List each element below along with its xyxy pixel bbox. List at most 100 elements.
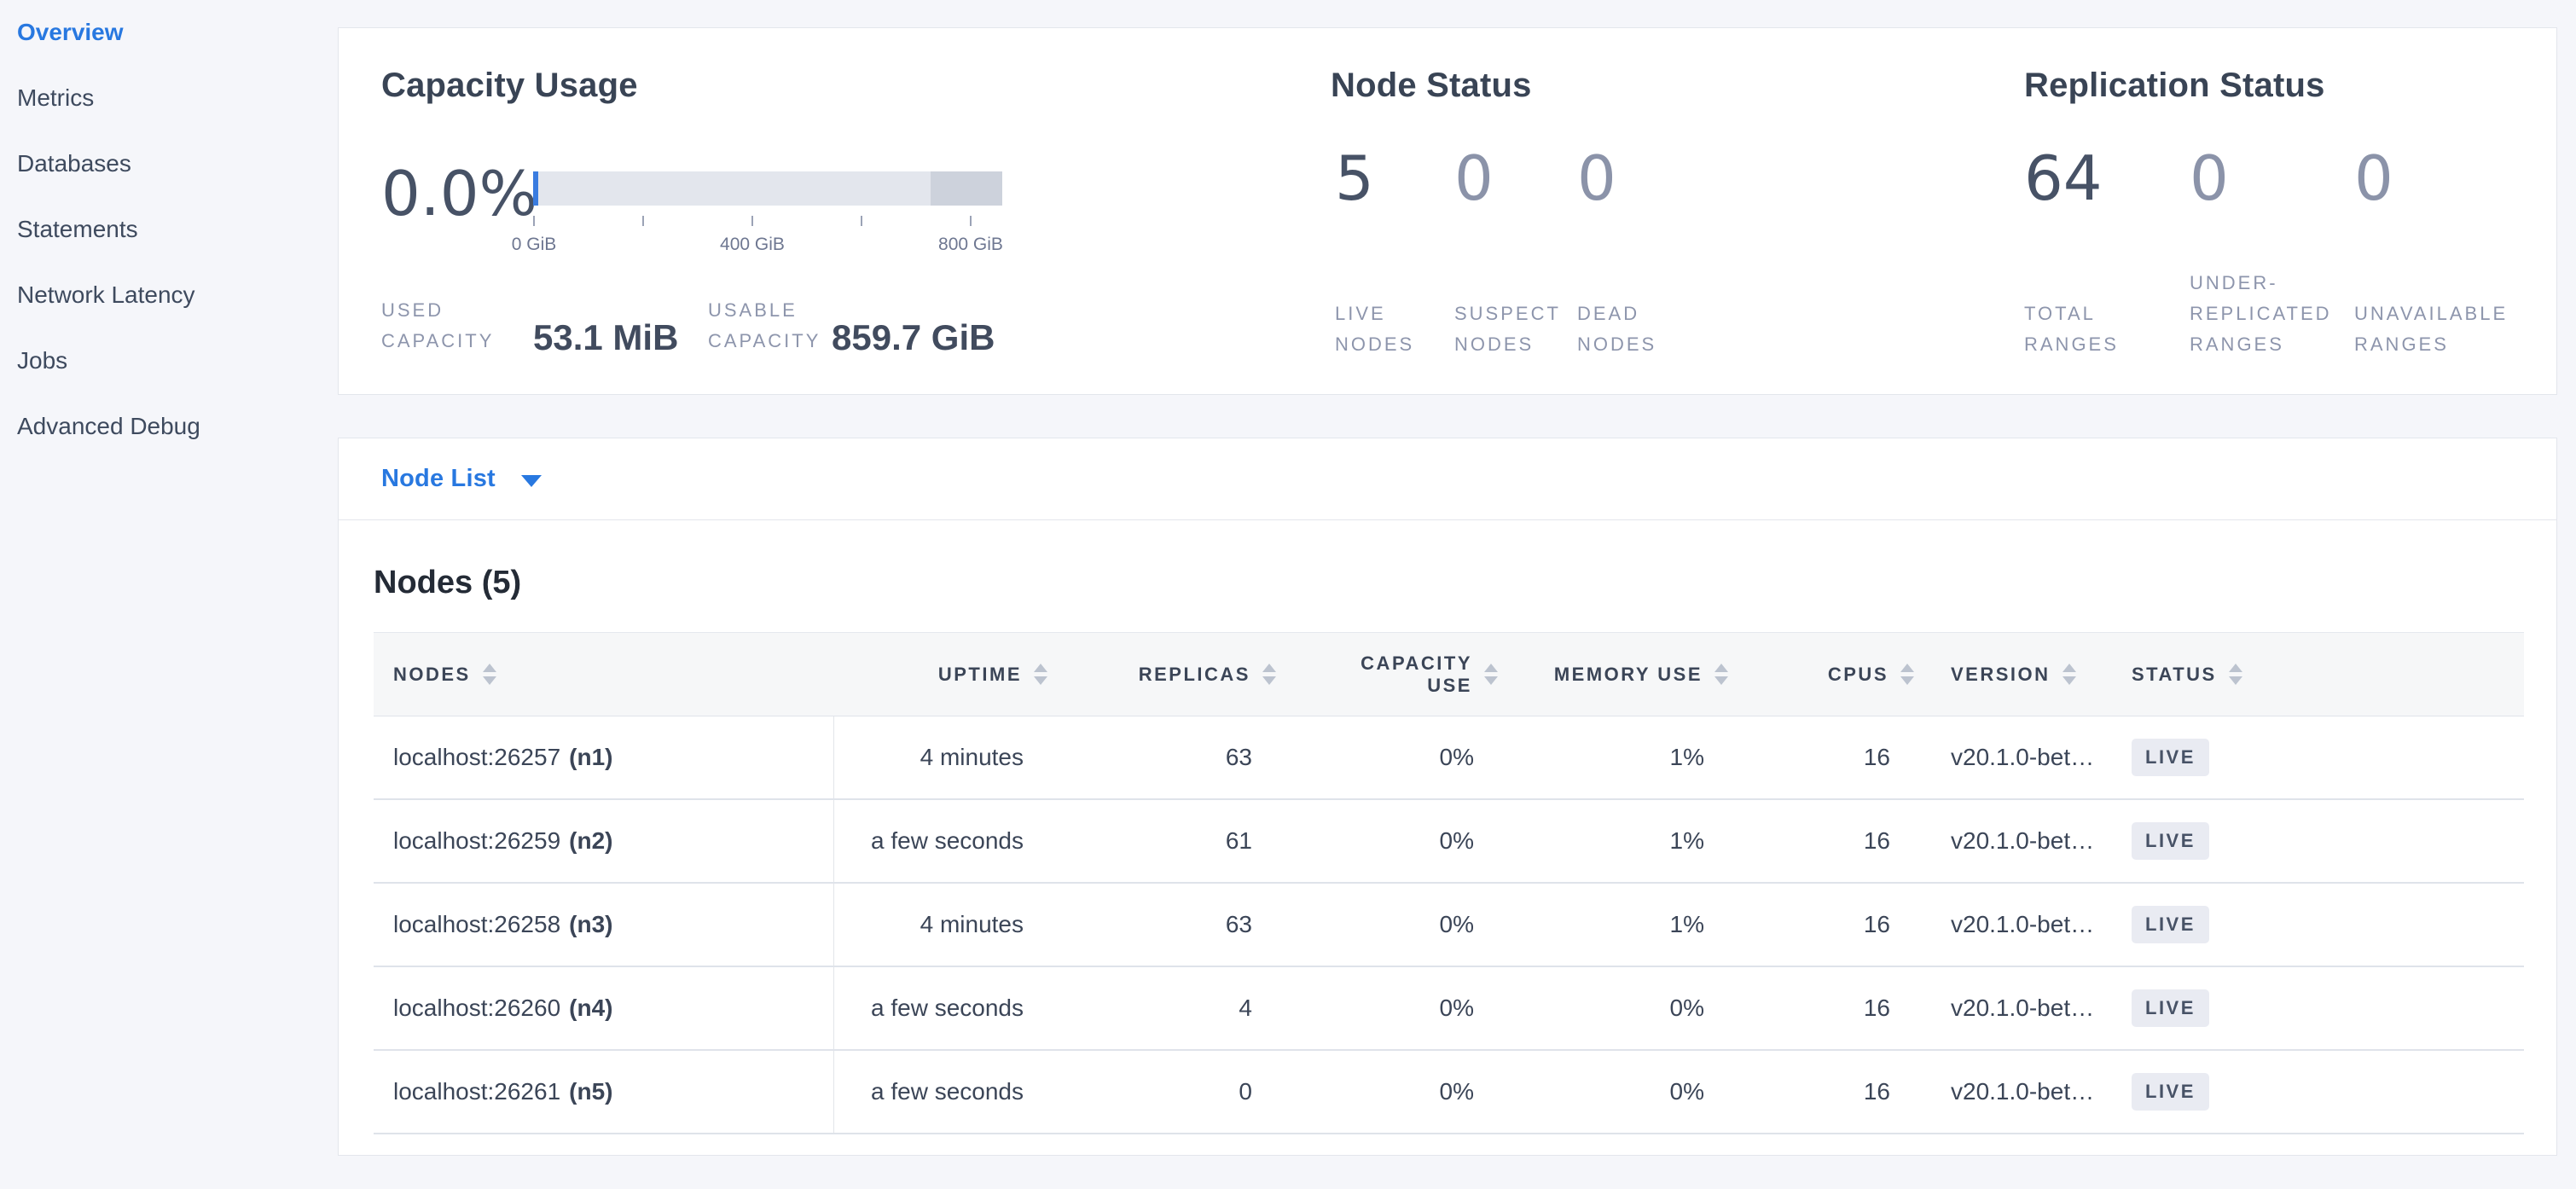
- cpus-cell: 16: [1863, 744, 1890, 770]
- sidebar-item-jobs[interactable]: Jobs: [17, 347, 68, 374]
- node-table-row[interactable]: localhost:26259 (n2) a few seconds 61 0% …: [374, 800, 2524, 884]
- node-table-row[interactable]: localhost:26257 (n1) 4 minutes 63 0% 1% 1…: [374, 716, 2524, 800]
- node-list-dropdown[interactable]: Node List: [381, 465, 542, 493]
- live-status-badge: LIVE: [2132, 989, 2209, 1027]
- memory-use-cell: 0%: [1669, 1078, 1704, 1105]
- sort-icon: [2062, 664, 2076, 685]
- node-list-header-bar: Node List: [339, 438, 2556, 520]
- replication-metrics: 64 TOTAL RANGES 0 UNDER- REPLICATED RANG…: [2024, 148, 2525, 360]
- chevron-down-icon: [520, 474, 542, 487]
- column-header-replicas[interactable]: REPLICAS: [1054, 633, 1283, 716]
- sort-icon: [2228, 664, 2242, 685]
- version-cell: v20.1.0-bet…: [1951, 1078, 2095, 1105]
- capacity-bar-used-marker: [533, 171, 538, 206]
- memory-use-cell: 1%: [1669, 911, 1704, 937]
- node-address-cell: localhost:26258 (n3): [374, 884, 834, 966]
- uptime-cell: a few seconds: [871, 1078, 1024, 1105]
- node-table-row[interactable]: localhost:26260 (n4) a few seconds 4 0% 0…: [374, 967, 2524, 1051]
- replication-status-title: Replication Status: [2024, 67, 2325, 104]
- column-header-uptime[interactable]: UPTIME: [834, 633, 1054, 716]
- sort-icon: [1484, 664, 1498, 685]
- replicas-cell: 0: [1239, 1078, 1252, 1105]
- sort-icon: [1262, 664, 1276, 685]
- capacity-axis-labels: 0 GiB 400 GiB 800 GiB: [512, 235, 1003, 257]
- nodes-table: NODES UPTIME REPLICAS CAPACITY USE MEMOR…: [374, 632, 2524, 1134]
- under-replicated-label: UNDER- REPLICATED RANGES: [2190, 272, 2332, 355]
- memory-use-cell: 1%: [1669, 744, 1704, 770]
- capacity-bar-dark-segment: [930, 171, 1002, 206]
- node-status-metrics: 5 LIVE NODES 0 SUSPECT NODES 0 DEAD NODE…: [1335, 148, 1714, 360]
- uptime-cell: 4 minutes: [920, 744, 1024, 770]
- capacity-axis-ticks: [533, 216, 1002, 235]
- usable-capacity-value: 859.7 GiB: [832, 317, 995, 357]
- capacity-use-cell: 0%: [1439, 827, 1474, 854]
- live-nodes-metric: 5 LIVE NODES: [1335, 148, 1454, 360]
- dead-nodes-label: DEAD NODES: [1577, 303, 1657, 355]
- node-list-dropdown-label: Node List: [381, 465, 496, 492]
- column-header-capacity-use[interactable]: CAPACITY USE: [1283, 633, 1505, 716]
- capacity-use-cell: 0%: [1439, 744, 1474, 770]
- sidebar-item-metrics[interactable]: Metrics: [17, 84, 95, 111]
- under-replicated-count: 0: [2190, 142, 2229, 214]
- status-cell: LIVE: [2099, 1051, 2524, 1133]
- replicas-cell: 61: [1225, 827, 1252, 854]
- dead-nodes-metric: 0 DEAD NODES: [1577, 148, 1714, 360]
- node-status-title: Node Status: [1331, 67, 1532, 104]
- sidebar-item-databases[interactable]: Databases: [17, 150, 131, 177]
- sidebar-item-advanced-debug[interactable]: Advanced Debug: [17, 413, 200, 439]
- uptime-cell: a few seconds: [871, 827, 1024, 854]
- sort-icon: [1900, 664, 1914, 685]
- live-nodes-label: LIVE NODES: [1335, 303, 1415, 355]
- sidebar-item-statements[interactable]: Statements: [17, 216, 138, 242]
- capacity-use-cell: 0%: [1439, 911, 1474, 937]
- version-cell: v20.1.0-bet…: [1951, 995, 2095, 1021]
- column-header-cpus[interactable]: CPUS: [1735, 633, 1921, 716]
- total-ranges-metric: 64 TOTAL RANGES: [2024, 148, 2190, 360]
- node-table-row[interactable]: localhost:26261 (n5) a few seconds 0 0% 0…: [374, 1051, 2524, 1134]
- replicas-cell: 4: [1239, 995, 1252, 1021]
- memory-use-cell: 0%: [1669, 995, 1704, 1021]
- status-cell: LIVE: [2099, 884, 2524, 966]
- usable-capacity-label: USABLE CAPACITY: [708, 299, 821, 351]
- cpus-cell: 16: [1863, 995, 1890, 1021]
- cpus-cell: 16: [1863, 911, 1890, 937]
- node-address-cell: localhost:26257 (n1): [374, 716, 834, 798]
- suspect-nodes-count: 0: [1454, 142, 1494, 214]
- node-address-cell: localhost:26261 (n5): [374, 1051, 834, 1133]
- sidebar-item-overview[interactable]: Overview: [17, 19, 124, 45]
- capacity-stats: USED CAPACITY 53.1 MiB USABLE CAPACITY 8…: [381, 295, 995, 357]
- capacity-usage-title: Capacity Usage: [381, 67, 638, 104]
- replicas-cell: 63: [1225, 744, 1252, 770]
- total-ranges-count: 64: [2024, 142, 2103, 214]
- capacity-use-cell: 0%: [1439, 1078, 1474, 1105]
- suspect-nodes-label: SUSPECT NODES: [1454, 303, 1561, 355]
- memory-use-cell: 1%: [1669, 827, 1704, 854]
- capacity-usage-bar-chart: 0 GiB 400 GiB 800 GiB: [512, 171, 1003, 257]
- unavailable-ranges-metric: 0 UNAVAILABLE RANGES: [2354, 148, 2525, 360]
- uptime-cell: a few seconds: [871, 995, 1024, 1021]
- column-header-memory-use[interactable]: MEMORY USE: [1505, 633, 1735, 716]
- column-header-version[interactable]: VERSION: [1921, 633, 2099, 716]
- sidebar-item-network-latency[interactable]: Network Latency: [17, 281, 195, 308]
- live-status-badge: LIVE: [2132, 906, 2209, 943]
- column-header-status[interactable]: STATUS: [2099, 633, 2524, 716]
- capacity-bar: [533, 171, 1002, 206]
- node-address-cell: localhost:26259 (n2): [374, 800, 834, 882]
- live-nodes-count: 5: [1335, 142, 1374, 214]
- version-cell: v20.1.0-bet…: [1951, 827, 2095, 854]
- nodes-table-header: NODES UPTIME REPLICAS CAPACITY USE MEMOR…: [374, 632, 2524, 716]
- axis-label: 0 GiB: [511, 235, 557, 254]
- live-status-badge: LIVE: [2132, 739, 2209, 776]
- live-status-badge: LIVE: [2132, 1073, 2209, 1111]
- node-list-card: Node List Nodes (5) NODES UPTIME REPLICA…: [338, 438, 2557, 1156]
- cpus-cell: 16: [1863, 827, 1890, 854]
- unavailable-ranges-count: 0: [2354, 142, 2393, 214]
- nodes-count-heading: Nodes (5): [374, 565, 522, 600]
- suspect-nodes-metric: 0 SUSPECT NODES: [1454, 148, 1577, 360]
- under-replicated-metric: 0 UNDER- REPLICATED RANGES: [2190, 148, 2354, 360]
- node-table-row[interactable]: localhost:26258 (n3) 4 minutes 63 0% 1% 1…: [374, 884, 2524, 967]
- cluster-summary-card: Capacity Usage 0.0% 0 GiB 400 GiB 800 Gi…: [338, 27, 2557, 395]
- column-header-nodes[interactable]: NODES: [374, 633, 834, 716]
- status-cell: LIVE: [2099, 967, 2524, 1049]
- node-address-cell: localhost:26260 (n4): [374, 967, 834, 1049]
